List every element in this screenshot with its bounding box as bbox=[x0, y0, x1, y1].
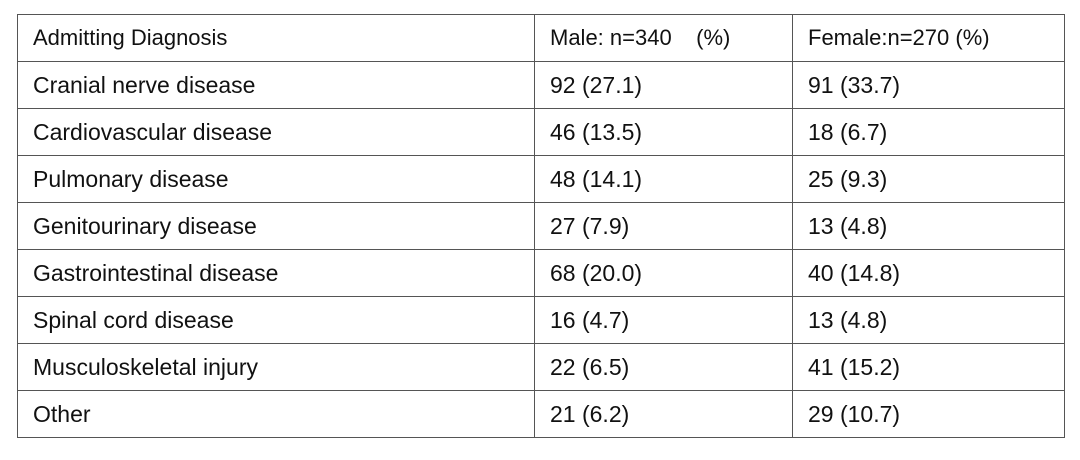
table-row: Musculoskeletal injury 22 (6.5) 41 (15.2… bbox=[17, 343, 1065, 391]
table-row: Genitourinary disease 27 (7.9) 13 (4.8) bbox=[17, 202, 1065, 250]
male-cell: 68 (20.0) bbox=[534, 249, 793, 297]
male-cell: 48 (14.1) bbox=[534, 155, 793, 203]
table-row: Spinal cord disease 16 (4.7) 13 (4.8) bbox=[17, 296, 1065, 344]
admitting-diagnosis-table: Admitting Diagnosis Male: n=340 (%) Fema… bbox=[17, 14, 1065, 438]
table-row: Cranial nerve disease 92 (27.1) 91 (33.7… bbox=[17, 61, 1065, 109]
table-header-row: Admitting Diagnosis Male: n=340 (%) Fema… bbox=[17, 14, 1065, 62]
male-cell: 46 (13.5) bbox=[534, 108, 793, 156]
female-cell: 13 (4.8) bbox=[792, 296, 1065, 344]
female-cell: 41 (15.2) bbox=[792, 343, 1065, 391]
female-cell: 13 (4.8) bbox=[792, 202, 1065, 250]
male-cell: 16 (4.7) bbox=[534, 296, 793, 344]
female-cell: 40 (14.8) bbox=[792, 249, 1065, 297]
table-row: Cardiovascular disease 46 (13.5) 18 (6.7… bbox=[17, 108, 1065, 156]
female-cell: 91 (33.7) bbox=[792, 61, 1065, 109]
female-cell: 18 (6.7) bbox=[792, 108, 1065, 156]
table-row: Pulmonary disease 48 (14.1) 25 (9.3) bbox=[17, 155, 1065, 203]
diagnosis-cell: Cardiovascular disease bbox=[17, 108, 535, 156]
male-cell: 92 (27.1) bbox=[534, 61, 793, 109]
table-row: Other 21 (6.2) 29 (10.7) bbox=[17, 390, 1065, 438]
header-male: Male: n=340 (%) bbox=[534, 14, 793, 62]
male-cell: 21 (6.2) bbox=[534, 390, 793, 438]
diagnosis-cell: Gastrointestinal disease bbox=[17, 249, 535, 297]
diagnosis-cell: Cranial nerve disease bbox=[17, 61, 535, 109]
table-row: Gastrointestinal disease 68 (20.0) 40 (1… bbox=[17, 249, 1065, 297]
diagnosis-cell: Pulmonary disease bbox=[17, 155, 535, 203]
female-cell: 29 (10.7) bbox=[792, 390, 1065, 438]
diagnosis-cell: Genitourinary disease bbox=[17, 202, 535, 250]
header-female: Female:n=270 (%) bbox=[792, 14, 1065, 62]
header-admitting-diagnosis: Admitting Diagnosis bbox=[17, 14, 535, 62]
diagnosis-cell: Spinal cord disease bbox=[17, 296, 535, 344]
diagnosis-cell: Musculoskeletal injury bbox=[17, 343, 535, 391]
male-cell: 22 (6.5) bbox=[534, 343, 793, 391]
female-cell: 25 (9.3) bbox=[792, 155, 1065, 203]
diagnosis-cell: Other bbox=[17, 390, 535, 438]
male-cell: 27 (7.9) bbox=[534, 202, 793, 250]
